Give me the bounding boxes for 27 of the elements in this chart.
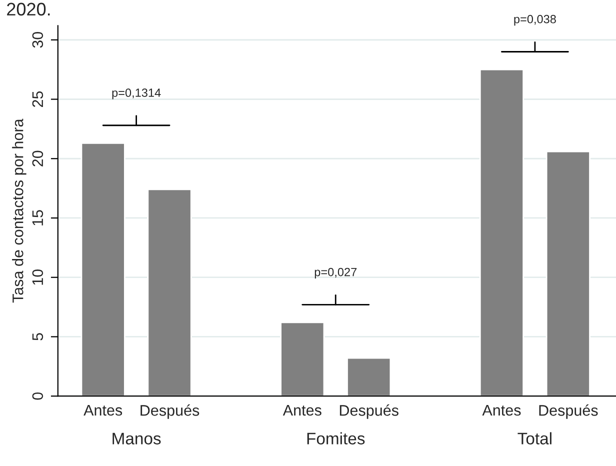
x-tick-label: Antes xyxy=(282,404,322,416)
annotation: p=0,027 xyxy=(314,268,357,279)
bar xyxy=(280,322,325,396)
x-tick-label: Después xyxy=(340,404,398,419)
y-tick-label: 25 xyxy=(32,91,44,107)
annotation: p=0,1314 xyxy=(112,88,161,100)
text: p=0,038 xyxy=(514,14,556,26)
bar xyxy=(346,357,392,396)
x-tick-label: Antes xyxy=(482,404,521,416)
y-axis-title: Tasa de contactos por hora xyxy=(12,118,26,303)
y-tick-label: 0 xyxy=(32,392,44,400)
x-tick-label: Antes xyxy=(84,404,122,416)
y-tick-label: 15 xyxy=(32,210,44,226)
text: Fomites xyxy=(307,432,365,444)
bar xyxy=(479,68,524,396)
y-tick-label: 5 xyxy=(32,333,44,340)
bar xyxy=(80,142,126,396)
bar xyxy=(147,188,192,396)
bar xyxy=(546,150,590,396)
x-tick-label: Después xyxy=(140,404,200,419)
chart-title: 2020. xyxy=(7,2,50,16)
text: Total xyxy=(518,432,552,444)
y-tick-label: 10 xyxy=(32,269,44,285)
x-tick-label: Después xyxy=(539,404,598,419)
y-tick-label: 20 xyxy=(32,150,44,166)
y-tick-label: 30 xyxy=(32,32,44,48)
text: Manos xyxy=(112,432,161,444)
